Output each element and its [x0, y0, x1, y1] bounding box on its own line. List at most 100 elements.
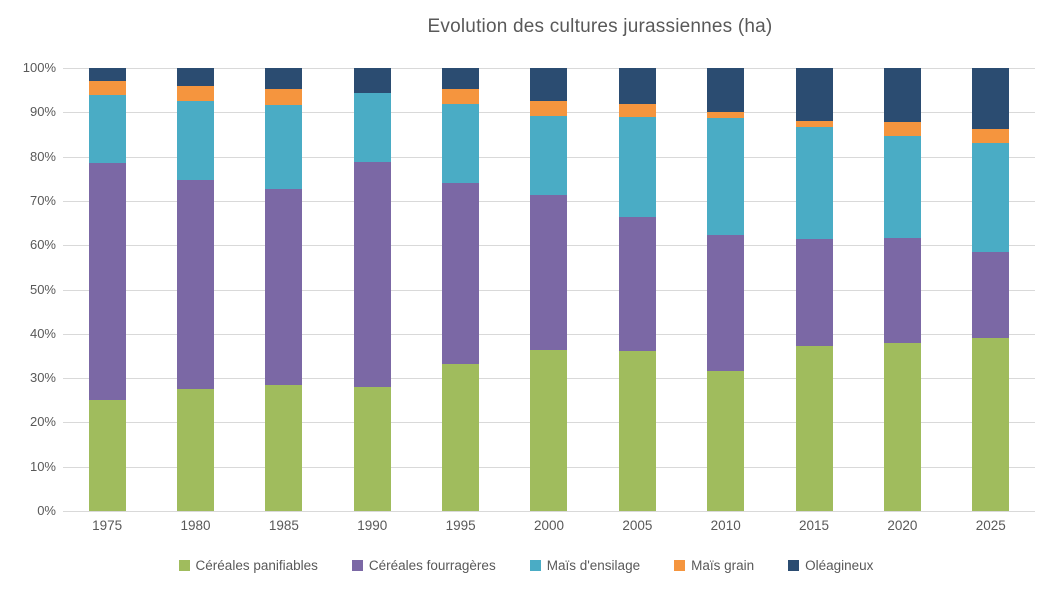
bar-1995	[442, 68, 480, 511]
bar-segment-series-0	[265, 384, 303, 511]
bar-slot	[593, 68, 681, 511]
bar-segment-series-4	[618, 68, 656, 104]
legend-item-series-0: Céréales panifiables	[178, 558, 318, 573]
bar-slot	[151, 68, 239, 511]
y-tick-label: 40%	[29, 325, 56, 341]
bar-segment-series-1	[265, 188, 303, 385]
bar-segment-series-2	[530, 115, 568, 195]
bar-2000	[530, 68, 568, 511]
bar-segment-series-3	[883, 121, 921, 136]
bar-segment-series-3	[972, 128, 1010, 143]
legend-label: Céréales fourragères	[368, 558, 496, 573]
bar-segment-series-0	[883, 343, 921, 511]
bar-2010	[707, 68, 745, 511]
bar-segment-series-1	[795, 239, 833, 346]
legend-item-series-4: Oléagineux	[788, 558, 873, 573]
bar-slot	[770, 68, 858, 511]
bar-1975	[88, 68, 126, 511]
legend-label: Maïs d'ensilage	[546, 558, 641, 573]
bar-segment-series-1	[618, 217, 656, 352]
y-tick-label: 50%	[29, 281, 56, 297]
x-tick-label: 1990	[357, 518, 388, 533]
bar-segment-series-4	[883, 68, 921, 122]
x-tick-label: 1980	[180, 518, 211, 533]
bar-segment-series-2	[177, 101, 215, 180]
x-tick-label: 2015	[799, 518, 830, 533]
bar-segment-series-2	[883, 135, 921, 238]
bar-segment-series-1	[177, 179, 215, 390]
bar-segment-series-1	[883, 237, 921, 344]
bar-2025	[972, 68, 1010, 511]
bar-segment-series-1	[972, 252, 1010, 339]
y-tick-label: 80%	[29, 148, 56, 164]
x-tick-label: 1975	[92, 518, 123, 533]
x-tick-label: 1985	[268, 518, 299, 533]
y-tick-label: 60%	[29, 237, 56, 253]
legend-swatch-icon	[788, 560, 800, 571]
legend-label: Maïs grain	[691, 558, 755, 573]
bar-slot	[416, 68, 504, 511]
bar-segment-series-4	[972, 68, 1010, 129]
bar-1990	[353, 68, 391, 511]
legend-label: Céréales panifiables	[195, 558, 318, 573]
bar-slot	[682, 68, 770, 511]
y-tick-label: 100%	[22, 60, 56, 75]
y-axis-labels: 0% 10% 20% 30% 40% 50% 60% 70% 80% 90% 100%	[0, 60, 56, 518]
bar-segment-series-3	[265, 88, 303, 106]
bar-slot	[858, 68, 946, 511]
bar-segment-series-2	[442, 103, 480, 184]
x-tick-label: 2010	[710, 518, 741, 533]
bar-segment-series-2	[707, 118, 745, 236]
legend-item-series-1: Céréales fourragères	[351, 558, 496, 573]
legend-label: Oléagineux	[805, 558, 874, 573]
plot-area	[63, 68, 1035, 512]
bar-segment-series-1	[353, 161, 391, 387]
bar-segment-series-0	[707, 371, 745, 511]
bar-segment-series-4	[530, 68, 568, 101]
bar-segment-series-3	[795, 120, 833, 128]
bar-slot	[240, 68, 328, 511]
bar-segment-series-3	[707, 111, 745, 119]
chart-title: Evolution des cultures jurassiennes (ha)	[427, 16, 773, 37]
bar-segment-series-0	[795, 345, 833, 511]
bar-segment-series-1	[442, 183, 480, 364]
bar-segment-series-4	[795, 68, 833, 121]
bar-segment-series-4	[265, 68, 303, 89]
x-tick-label: 2025	[975, 518, 1006, 533]
legend-swatch-icon	[674, 560, 686, 571]
bar-slot	[328, 68, 416, 511]
y-tick-label: 90%	[29, 104, 56, 120]
bar-segment-series-3	[618, 103, 656, 118]
legend: Céréales panifiables Céréales fourragères…	[0, 558, 1052, 573]
y-tick-label: 70%	[29, 192, 56, 208]
bar-segment-series-4	[353, 68, 391, 93]
bars-layer	[63, 68, 1035, 511]
bar-2020	[883, 68, 921, 511]
bar-segment-series-3	[177, 86, 215, 102]
bar-segment-series-0	[530, 349, 568, 511]
bar-slot	[63, 68, 151, 511]
legend-item-series-3: Maïs grain	[674, 558, 754, 573]
bar-segment-series-4	[88, 68, 126, 82]
bar-segment-series-2	[795, 127, 833, 240]
bar-segment-series-1	[707, 235, 745, 372]
legend-swatch-icon	[178, 560, 190, 571]
bar-2005	[618, 68, 656, 511]
x-tick-label: 2005	[622, 518, 653, 533]
bar-segment-series-0	[177, 389, 215, 511]
bar-segment-series-4	[442, 68, 480, 90]
bar-segment-series-0	[442, 363, 480, 511]
x-tick-label: 2000	[533, 518, 564, 533]
bar-segment-series-3	[88, 81, 126, 96]
bar-segment-series-2	[265, 105, 303, 189]
y-tick-label: 20%	[29, 414, 56, 430]
bar-segment-series-0	[353, 386, 391, 511]
x-tick-label: 1995	[445, 518, 476, 533]
bar-segment-series-2	[88, 95, 126, 164]
bar-segment-series-2	[353, 92, 391, 162]
bar-segment-series-4	[707, 68, 745, 112]
legend-swatch-icon	[529, 560, 541, 571]
bar-slot	[505, 68, 593, 511]
bar-segment-series-4	[177, 68, 215, 87]
